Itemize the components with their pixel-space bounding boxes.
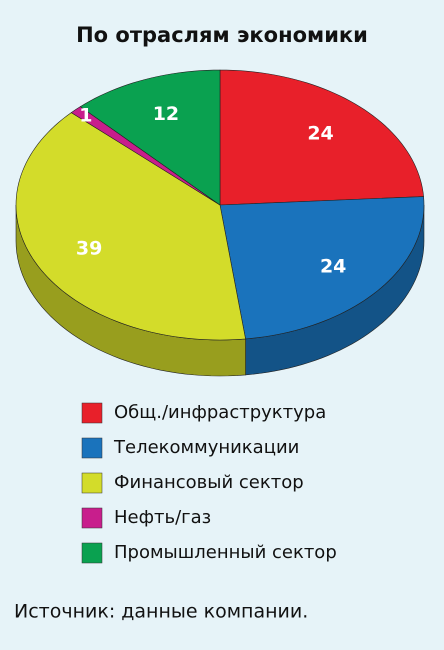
value-label: 1 xyxy=(79,105,92,127)
legend: Общ./инфраструктура Телекоммуникации Финан… xyxy=(81,402,337,564)
value-labels: 24 24 39 1 12 xyxy=(76,103,346,277)
value-label: 24 xyxy=(307,123,333,145)
pie-tops xyxy=(15,69,425,341)
legend-label: Общ./инфраструктура xyxy=(114,402,326,423)
value-label: 12 xyxy=(153,103,179,125)
chart-title: По отраслям экономики xyxy=(76,23,368,47)
value-label: 24 xyxy=(320,255,346,277)
legend-label: Промышленный сектор xyxy=(114,542,337,563)
pie-slice xyxy=(219,69,424,206)
legend-swatch xyxy=(81,437,103,459)
legend-swatch xyxy=(81,402,103,424)
legend-label: Телекоммуникации xyxy=(113,437,299,458)
legend-label: Финансовый сектор xyxy=(114,472,304,493)
pie-slice xyxy=(79,69,221,206)
pie-slice xyxy=(15,112,246,341)
legend-swatch xyxy=(81,507,103,529)
source-note: Источник: данные компании. xyxy=(14,601,308,623)
value-label: 39 xyxy=(76,238,102,260)
legend-swatch xyxy=(81,472,103,494)
legend-label: Нефть/газ xyxy=(114,507,211,528)
legend-swatch xyxy=(81,542,103,564)
pie-slice xyxy=(219,196,425,340)
